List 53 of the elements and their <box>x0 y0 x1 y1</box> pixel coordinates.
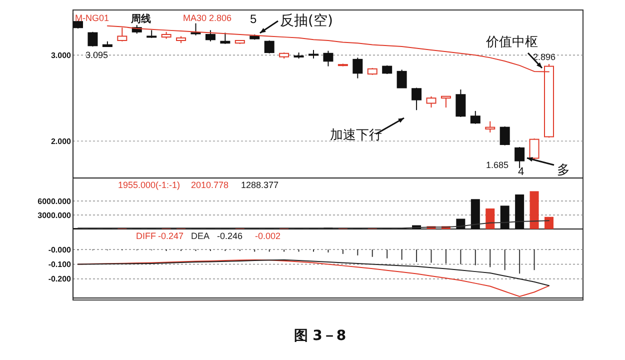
y-tick-label: 3.000 <box>50 50 72 60</box>
annotation: 反抽(空) <box>280 13 333 29</box>
bar <box>544 216 554 229</box>
line-series <box>78 259 550 286</box>
candlestick <box>220 32 230 44</box>
text: DIFF <box>136 231 156 241</box>
candlestick <box>88 31 98 48</box>
caption: 图 3－8 <box>294 328 346 344</box>
candlestick <box>470 110 480 124</box>
bar <box>456 218 466 229</box>
bar <box>515 194 524 229</box>
bar <box>470 199 480 229</box>
annotation: 5 <box>250 12 257 26</box>
text: DEA <box>191 231 210 241</box>
y-tick-label: -0.100 <box>48 260 72 270</box>
candlestick <box>426 96 436 108</box>
candlestick <box>352 57 363 79</box>
annotation: 价值中枢 <box>485 35 538 50</box>
candlestick <box>456 88 466 118</box>
annotation: 3.095 <box>85 50 108 60</box>
y-tick-label: -0.200 <box>48 274 72 284</box>
candlestick <box>412 87 422 111</box>
text: 多 <box>557 163 570 178</box>
annotation: -0.247 <box>158 231 184 241</box>
annotation: 1955.000(-1:-1) <box>118 180 180 190</box>
chart-subtitle: 周线 <box>130 13 151 25</box>
annotation: -0.002 <box>255 231 281 241</box>
candlestick <box>500 126 510 146</box>
annotation: 1.685 <box>486 160 509 170</box>
bar <box>530 191 539 229</box>
annotation: 4 <box>518 166 524 178</box>
annotation: MA30 2.806 <box>183 13 232 23</box>
line-series <box>78 220 550 229</box>
annotation: 2010.778 <box>191 180 229 190</box>
y-tick-label: -0.000 <box>48 245 72 254</box>
annotation: 加速下行 <box>330 128 382 143</box>
candlestick <box>264 40 274 54</box>
y-tick-label: 3000.000 <box>38 210 72 220</box>
annotation: 1288.377 <box>241 180 279 190</box>
chart-title: M-NG01 <box>75 13 110 23</box>
candlestick <box>190 22 201 36</box>
candlestick <box>514 146 525 169</box>
y-tick-label: 6000.000 <box>38 196 72 206</box>
candlestick <box>205 30 216 42</box>
candlestick <box>440 96 451 108</box>
y-tick-label: 2.000 <box>50 136 72 146</box>
bar <box>486 208 495 229</box>
annotation: 2.896 <box>533 52 556 62</box>
candlestick <box>485 120 496 133</box>
candlestick <box>396 69 407 88</box>
bar <box>500 206 510 229</box>
candlestick <box>323 50 334 67</box>
annotation: -0.246 <box>217 231 243 241</box>
